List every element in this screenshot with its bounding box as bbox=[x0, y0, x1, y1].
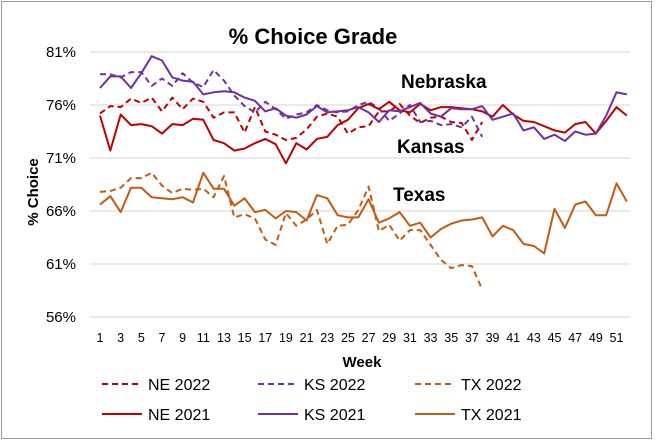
x-tick-label: 7 bbox=[159, 331, 166, 345]
annotation-kansas: Kansas bbox=[397, 137, 465, 158]
x-tick-label: 27 bbox=[362, 331, 376, 345]
chart-title: % Choice Grade bbox=[229, 24, 398, 49]
x-tick-label: 35 bbox=[444, 331, 458, 345]
x-tick-label: 15 bbox=[238, 331, 252, 345]
x-tick-label: 11 bbox=[197, 331, 210, 345]
x-tick-label: 9 bbox=[179, 331, 186, 345]
x-tick-label: 33 bbox=[424, 331, 438, 345]
x-tick-label: 39 bbox=[486, 331, 500, 345]
x-tick-label: 1 bbox=[97, 331, 104, 345]
y-axis-label: % Choice bbox=[25, 158, 42, 226]
y-tick-label: 66% bbox=[46, 203, 76, 220]
annotation-nebraska: Nebraska bbox=[401, 72, 487, 93]
x-tick-label: 47 bbox=[568, 331, 582, 345]
x-tick-label: 19 bbox=[279, 331, 293, 345]
series-line-ne-2021 bbox=[99, 100, 628, 165]
annotation-texas: Texas bbox=[393, 185, 445, 206]
legend-label: NE 2022 bbox=[148, 377, 210, 394]
x-tick-label: 43 bbox=[527, 331, 541, 345]
series-line-ks-2021 bbox=[99, 55, 627, 142]
series-lines bbox=[99, 55, 628, 290]
legend: NE 2022 KS 2022 TX 2022 NE 2021 KS 2021 TX 20… bbox=[102, 377, 522, 424]
x-tick-label: 17 bbox=[258, 331, 272, 345]
y-tick-label: 61% bbox=[46, 256, 76, 273]
x-tick-label: 49 bbox=[589, 331, 603, 345]
x-tick-label: 51 bbox=[610, 331, 624, 345]
x-tick-label: 21 bbox=[300, 331, 314, 345]
series-line-ne-2022 bbox=[99, 96, 484, 141]
legend-label: NE 2021 bbox=[148, 407, 210, 424]
x-tick-label: 13 bbox=[217, 331, 231, 345]
x-tick-label: 31 bbox=[403, 331, 417, 345]
legend-label: TX 2022 bbox=[461, 377, 522, 394]
series-line-tx-2021 bbox=[99, 171, 628, 255]
legend-label: KS 2022 bbox=[304, 377, 365, 394]
x-axis-ticks: 1 3 5 7 9 11 13 15 17 19 21 23 25 27 29 31 33 35 37 39 41 43 4… bbox=[97, 331, 624, 345]
x-tick-label: 45 bbox=[548, 331, 562, 345]
legend-label: TX 2021 bbox=[461, 407, 522, 424]
x-axis-label: Week bbox=[343, 354, 383, 371]
y-tick-label: 76% bbox=[46, 97, 76, 114]
x-tick-label: 25 bbox=[341, 331, 355, 345]
x-tick-label: 3 bbox=[117, 331, 124, 345]
y-tick-label: 81% bbox=[46, 44, 76, 61]
y-axis-ticks: 56% 61% 66% 71% 76% 81% bbox=[46, 44, 76, 326]
x-tick-label: 23 bbox=[320, 331, 334, 345]
x-tick-label: 37 bbox=[465, 331, 479, 345]
grid bbox=[90, 51, 630, 318]
y-tick-label: 71% bbox=[46, 150, 76, 167]
series-line-tx-2022 bbox=[99, 171, 484, 290]
x-tick-label: 29 bbox=[382, 331, 396, 345]
x-tick-label: 41 bbox=[506, 331, 520, 345]
y-tick-label: 56% bbox=[46, 309, 76, 326]
x-tick-label: 5 bbox=[138, 331, 145, 345]
legend-label: KS 2021 bbox=[304, 407, 365, 424]
